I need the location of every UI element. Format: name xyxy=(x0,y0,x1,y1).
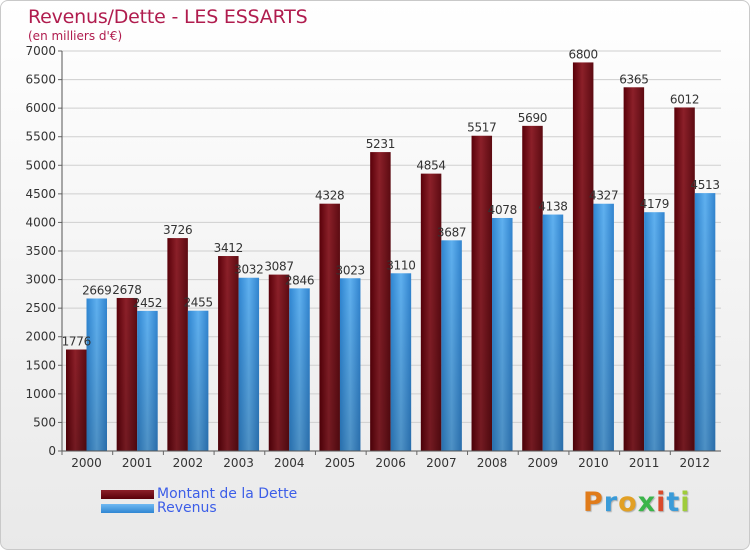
bar-dette-shade xyxy=(116,297,138,451)
data-label-revenus: 4327 xyxy=(589,189,618,203)
data-label-dette: 4854 xyxy=(416,159,445,173)
logo-letter: P xyxy=(583,487,604,518)
bar-dette-shade xyxy=(66,349,87,451)
bar-revenus-shade xyxy=(441,240,462,451)
legend-swatch-revenus xyxy=(101,503,154,513)
chart-title: Revenus/Dette - LES ESSARTS xyxy=(28,6,308,28)
proxiti-logo: Proxiti xyxy=(583,487,691,518)
x-tick-label: 2011 xyxy=(629,456,660,470)
bar-revenus-shade xyxy=(137,310,158,451)
bar-revenus-shade xyxy=(289,288,310,451)
x-tick-label: 2000 xyxy=(71,456,102,470)
bar-revenus-shade xyxy=(339,278,361,451)
bar-dette-shade xyxy=(522,125,543,451)
bar-dette-shade xyxy=(319,203,340,451)
y-tick-label: 3500 xyxy=(25,244,56,258)
logo-letter: x xyxy=(637,487,657,518)
data-label-revenus: 2452 xyxy=(133,296,162,310)
legend-item-dette: Montant de la Dette xyxy=(101,487,297,501)
bar-dette-shade xyxy=(218,256,239,451)
data-label-dette: 6365 xyxy=(619,72,648,86)
data-label-revenus: 4179 xyxy=(640,197,669,211)
bar-dette-shade xyxy=(572,62,594,452)
bar-dette-shade xyxy=(471,135,493,451)
logo-letter: i xyxy=(680,487,691,518)
bar-dette-shade xyxy=(420,173,442,451)
data-label-dette: 4328 xyxy=(315,189,344,203)
x-tick-label: 2008 xyxy=(477,456,508,470)
data-label-dette: 1776 xyxy=(62,335,91,349)
bar-revenus-shade xyxy=(593,203,614,451)
y-tick-label: 3000 xyxy=(25,273,56,287)
logo-letter: o xyxy=(618,487,638,518)
bar-dette-shade xyxy=(674,107,695,451)
y-tick-label: 6000 xyxy=(25,101,56,115)
y-tick-label: 1000 xyxy=(25,387,56,401)
legend-swatch-dette xyxy=(101,489,154,499)
y-tick-label: 500 xyxy=(33,415,56,429)
data-label-revenus: 2455 xyxy=(183,296,212,310)
x-tick-label: 2004 xyxy=(274,456,305,470)
data-label-revenus: 4513 xyxy=(690,178,719,192)
logo-letter: i xyxy=(656,487,667,518)
data-label-dette: 6800 xyxy=(569,47,598,61)
data-label-revenus: 2846 xyxy=(285,273,314,287)
y-tick-label: 2000 xyxy=(25,330,56,344)
bar-revenus-shade xyxy=(390,273,412,451)
legend: Montant de la Dette Revenus xyxy=(101,487,297,515)
data-label-revenus: 3110 xyxy=(386,258,415,272)
x-tick-label: 2003 xyxy=(223,456,254,470)
y-tick-label: 2500 xyxy=(25,301,56,315)
y-tick-label: 1500 xyxy=(25,358,56,372)
y-tick-label: 5500 xyxy=(25,130,56,144)
bar-dette-shade xyxy=(167,238,188,451)
y-tick-label: 0 xyxy=(48,444,56,458)
bar-revenus-shade xyxy=(694,193,716,451)
data-label-dette: 3087 xyxy=(264,260,293,274)
legend-item-revenus: Revenus xyxy=(101,501,297,515)
data-label-dette: 3726 xyxy=(163,223,192,237)
bar-dette-shade xyxy=(268,274,290,451)
bar-revenus-shade xyxy=(187,310,209,451)
bar-revenus-shade xyxy=(238,277,260,451)
data-label-dette: 5690 xyxy=(518,111,547,125)
x-tick-label: 2009 xyxy=(527,456,558,470)
x-tick-label: 2005 xyxy=(325,456,356,470)
data-label-dette: 6012 xyxy=(670,92,699,106)
data-label-dette: 3412 xyxy=(214,241,243,255)
logo-letter: t xyxy=(666,487,681,518)
x-tick-label: 2007 xyxy=(426,456,457,470)
x-tick-label: 2001 xyxy=(122,456,153,470)
x-tick-label: 2002 xyxy=(173,456,204,470)
data-label-dette: 5517 xyxy=(467,121,496,135)
x-tick-label: 2006 xyxy=(375,456,406,470)
x-tick-label: 2010 xyxy=(578,456,609,470)
chart-subtitle: (en milliers d'€) xyxy=(28,29,123,43)
data-label-dette: 2678 xyxy=(112,283,141,297)
data-label-revenus: 3023 xyxy=(336,263,365,277)
bar-revenus-shade xyxy=(644,212,665,451)
y-tick-label: 6500 xyxy=(25,73,56,87)
data-label-revenus: 4078 xyxy=(488,203,517,217)
y-tick-label: 5000 xyxy=(25,158,56,172)
bar-revenus-shade xyxy=(542,214,564,451)
x-tick-label: 2012 xyxy=(680,456,711,470)
legend-label-dette: Montant de la Dette xyxy=(157,486,298,502)
data-label-revenus: 4138 xyxy=(538,200,567,214)
bar-revenus-shade xyxy=(492,217,513,451)
data-label-revenus: 3687 xyxy=(437,225,466,239)
legend-label-revenus: Revenus xyxy=(157,500,217,516)
bar-dette-shade xyxy=(623,87,645,452)
bar-dette-shade xyxy=(370,152,391,452)
data-label-dette: 5231 xyxy=(366,137,395,151)
bar-revenus-shade xyxy=(86,298,107,451)
data-label-revenus: 2669 xyxy=(82,283,111,297)
y-tick-label: 4000 xyxy=(25,215,56,229)
data-label-revenus: 3032 xyxy=(234,263,263,277)
y-tick-label: 7000 xyxy=(25,44,56,58)
logo-letter: r xyxy=(603,487,619,518)
y-tick-label: 4500 xyxy=(25,187,56,201)
